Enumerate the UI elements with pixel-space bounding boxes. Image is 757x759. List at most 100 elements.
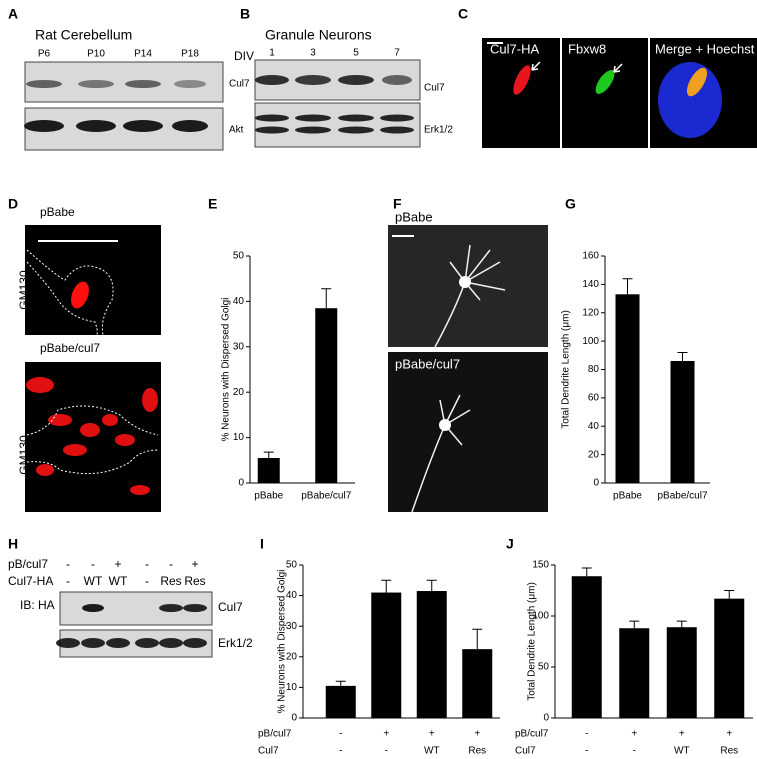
lane-label: + <box>114 557 121 571</box>
bar <box>571 576 602 718</box>
panel-title: Rat Cerebellum <box>35 27 132 43</box>
micrograph <box>388 352 548 512</box>
y-tick-label: 120 <box>582 307 599 318</box>
x-tick-label: Res <box>720 746 738 757</box>
y-tick-label: 100 <box>582 336 599 347</box>
y-tick-label: 40 <box>286 590 298 601</box>
y-tick-label: 20 <box>286 651 298 662</box>
y-tick-label: 100 <box>532 611 549 622</box>
stain-label: GM130 <box>17 435 31 475</box>
row-label: Cul7 <box>515 746 536 757</box>
y-tick-label: 0 <box>238 478 244 489</box>
y-tick-label: 80 <box>588 364 600 375</box>
band <box>255 126 289 134</box>
band <box>24 120 64 132</box>
row-label: pB/cul7 <box>515 729 549 740</box>
bar <box>325 685 356 718</box>
x-tick-label: - <box>585 729 588 740</box>
y-tick-label: 50 <box>286 560 298 571</box>
row-label: Cul7-HA <box>8 574 53 588</box>
lane-label: WT <box>84 574 103 588</box>
y-tick-label: 20 <box>233 387 245 398</box>
y-tick-label: 0 <box>291 713 297 724</box>
arrow <box>613 63 623 73</box>
bar <box>619 628 650 718</box>
x-tick-label: + <box>679 729 685 740</box>
error-bar <box>426 579 437 592</box>
bar <box>462 649 493 718</box>
panel-label: I <box>260 536 264 552</box>
neuron <box>411 244 506 513</box>
band <box>174 80 206 88</box>
band <box>159 604 183 612</box>
error-bar <box>581 567 592 577</box>
band <box>338 114 374 122</box>
condition-label: pBabe/cul7 <box>40 341 100 355</box>
band <box>172 120 208 132</box>
error-bar <box>629 620 640 629</box>
bar <box>714 598 745 718</box>
error-bar <box>677 351 688 361</box>
y-axis-label: Total Dendrite Length (μm) <box>527 582 538 701</box>
probe-label: IB: HA <box>20 598 55 612</box>
blot <box>254 102 421 148</box>
x-tick-label: + <box>726 729 732 740</box>
x-tick-label: + <box>631 729 637 740</box>
band <box>26 80 62 88</box>
lane-label: P14 <box>134 49 152 60</box>
lane-label: 5 <box>353 48 359 59</box>
panel-label: F <box>393 196 402 212</box>
soma <box>459 276 471 288</box>
x-tick-label: WT <box>424 746 440 757</box>
x-tick-label: pBabe/cul7 <box>301 491 351 502</box>
channel-label: Cul7-HA <box>490 41 539 56</box>
bar <box>670 360 695 483</box>
condition-label: pBabe <box>40 205 75 219</box>
x-tick-label: - <box>385 746 388 757</box>
row-label: Cul7 <box>258 746 279 757</box>
error-bar <box>263 451 274 459</box>
channel-label: Merge + Hoechst <box>655 41 755 56</box>
row-label: pB/cul7 <box>8 557 48 571</box>
y-tick-label: 30 <box>233 341 245 352</box>
lane-label: - <box>145 574 149 588</box>
condition-label: pBabe <box>395 209 433 224</box>
row-label: pB/cul7 <box>258 729 292 740</box>
band <box>255 75 289 85</box>
signal <box>595 70 615 94</box>
y-axis-label: % Neurons with Dispersed Golgi <box>221 298 232 442</box>
lane-label: 3 <box>310 48 316 59</box>
error-bar <box>676 620 687 628</box>
y-axis-label: % Neurons with Dispersed Golgi <box>277 570 288 714</box>
y-tick-label: 30 <box>286 621 298 632</box>
lane-label: - <box>169 557 173 571</box>
micrograph <box>482 38 560 148</box>
lane-label: WT <box>109 574 128 588</box>
lane-label: + <box>191 557 198 571</box>
micrograph <box>562 38 648 148</box>
panel-label: C <box>458 6 468 22</box>
blot-label: Cul7 <box>424 83 445 94</box>
x-tick-label: Res <box>468 746 486 757</box>
blot-label: Cul7 <box>229 79 250 90</box>
blot-label: Erk1/2 <box>424 125 453 136</box>
band <box>295 114 331 122</box>
error-bar <box>381 579 392 593</box>
band <box>295 126 331 134</box>
soma <box>439 419 451 431</box>
condition-label: pBabe/cul7 <box>395 356 460 371</box>
band <box>159 638 183 648</box>
lane-label: - <box>145 557 149 571</box>
band <box>81 638 105 648</box>
panel-label: B <box>240 6 250 22</box>
y-tick-label: 160 <box>582 251 599 262</box>
blot-label: Akt <box>229 125 244 136</box>
cell-outline <box>26 405 159 475</box>
band <box>183 638 207 648</box>
band <box>382 75 412 85</box>
panel-label: D <box>8 196 18 212</box>
signal <box>71 281 89 309</box>
error-bar <box>724 590 735 599</box>
x-tick-label: - <box>339 746 342 757</box>
